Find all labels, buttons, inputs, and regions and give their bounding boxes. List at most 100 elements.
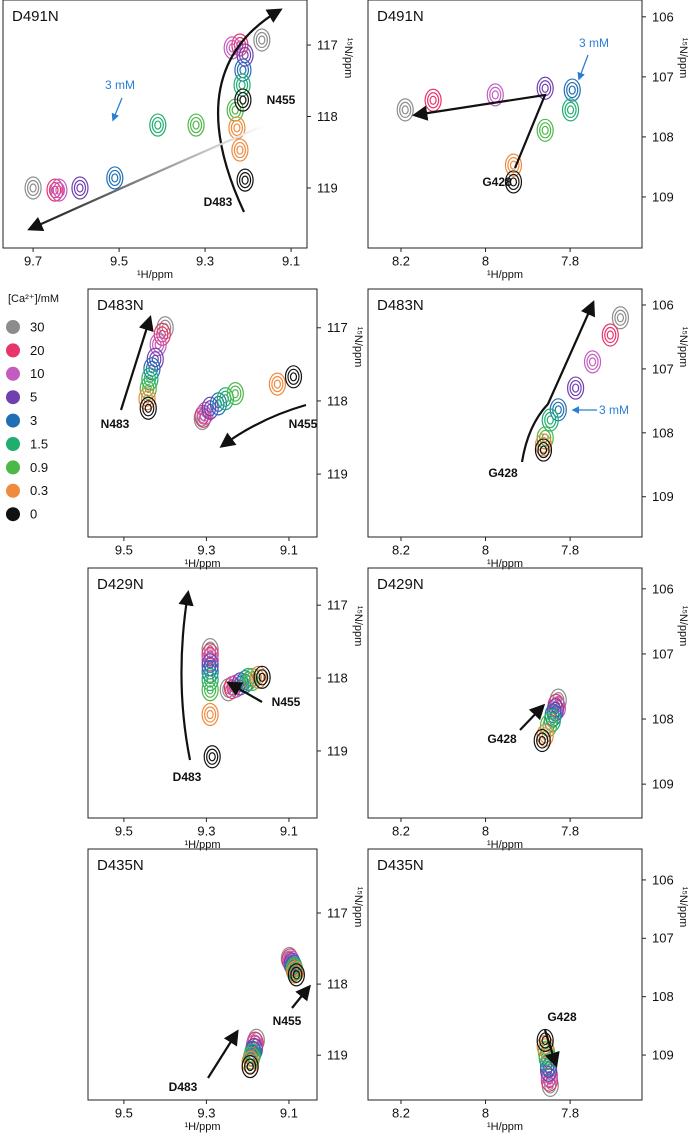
contour-ring (143, 357, 161, 381)
plot-frame (367, 567, 643, 819)
contour-ring (233, 123, 241, 133)
y-tick-label: 119 (317, 180, 338, 195)
contour-ring (204, 646, 217, 663)
legend-label: 3 (30, 413, 37, 428)
peak-contour (228, 116, 246, 140)
contour-ring (51, 185, 59, 195)
contour-ring (536, 118, 554, 142)
contour-ring (564, 101, 577, 118)
contour-ring (206, 685, 214, 695)
y-tick-label: 109 (652, 489, 674, 504)
contour-ring (253, 665, 271, 689)
plot-area (534, 306, 630, 462)
x-axis-label: ¹H/ppm (184, 1121, 220, 1133)
peak-contour (563, 78, 581, 102)
y-tick-label: 118 (327, 977, 348, 992)
y-tick-label: 109 (652, 777, 674, 792)
contour-ring (196, 401, 214, 425)
contour-ring (241, 175, 249, 185)
contour-ring (212, 395, 225, 412)
contour-ring (538, 735, 546, 746)
contour-ring (287, 368, 300, 385)
contour-ring (139, 396, 157, 420)
contour-ring (533, 728, 551, 753)
contour-ring (233, 141, 247, 159)
plot-area (396, 76, 581, 194)
legend-swatch (6, 320, 20, 334)
contour-ring (206, 709, 214, 720)
y-axis-label: ¹⁵N/ppm (342, 38, 354, 79)
x-tick-label: 8.2 (392, 823, 410, 838)
y-tick-label: 106 (652, 872, 674, 887)
residue-label: N455 (289, 417, 318, 431)
contour-ring (567, 376, 585, 400)
contour-ring (228, 116, 246, 140)
peak-contour (253, 665, 271, 689)
plot-area (138, 316, 303, 431)
panel-title: D483N (377, 297, 424, 314)
annotation: 3 mM (105, 78, 135, 92)
x-tick-label: 8.2 (392, 1105, 410, 1120)
panel-title: D435N (377, 857, 424, 874)
contour-ring (142, 380, 155, 397)
contour-ring (401, 105, 409, 115)
x-axis-label: ¹H/ppm (487, 269, 523, 281)
y-tick-label: 106 (652, 581, 674, 596)
peak-contour (139, 376, 157, 401)
contour-ring (243, 667, 261, 692)
peak-contour (583, 350, 602, 374)
contour-ring (149, 113, 167, 137)
legend-label: 0.9 (30, 460, 48, 475)
contour-ring (258, 672, 266, 682)
peak-contour (561, 98, 580, 122)
contour-ring (572, 383, 580, 393)
contour-ring (194, 404, 212, 428)
contour-ring (611, 306, 630, 330)
x-tick-label: 7.8 (561, 542, 579, 557)
y-tick-label: 109 (652, 1047, 674, 1062)
shift-arrow (217, 8, 283, 213)
contour-ring (144, 403, 152, 413)
contour-ring (52, 182, 65, 199)
contour-ring (239, 95, 247, 105)
y-tick-label: 117 (327, 905, 348, 920)
y-tick-label: 108 (652, 129, 674, 144)
contour-ring (252, 669, 265, 686)
y-tick-label: 117 (327, 598, 348, 613)
contour-ring (142, 400, 155, 417)
contour-ring (29, 183, 37, 193)
contour-ring (229, 385, 242, 402)
peak-contour (611, 306, 630, 330)
contour-ring (544, 411, 557, 429)
x-tick-label: 9.3 (197, 823, 215, 838)
x-tick-label: 9.1 (280, 1105, 298, 1120)
contour-ring (586, 353, 599, 370)
peak-contour (567, 376, 585, 400)
contour-ring (504, 170, 523, 194)
peak-contour (203, 745, 221, 769)
annotation: 3 mM (599, 403, 629, 417)
contour-ring (286, 960, 304, 984)
contour-ring (139, 376, 157, 401)
legend-label: 1.5 (30, 436, 48, 451)
contour-ring (149, 332, 167, 357)
y-tick-label: 106 (652, 297, 674, 312)
contour-ring (258, 35, 266, 45)
legend-swatch (6, 343, 20, 358)
shift-arrow (577, 54, 589, 81)
contour-ring (537, 436, 550, 454)
contour-ring (284, 365, 303, 389)
contour-ring (187, 113, 205, 137)
y-tick-label: 108 (652, 425, 674, 440)
peak-contour (50, 178, 68, 202)
contour-ring (292, 970, 300, 980)
contour-ring (236, 43, 254, 67)
panel-title: D483N (97, 297, 144, 314)
residue-label: D483 (173, 770, 202, 784)
y-tick-label: 118 (327, 670, 348, 685)
contour-ring (71, 176, 89, 200)
contour-ring (231, 389, 239, 399)
peak-contour (424, 88, 442, 112)
contour-ring (192, 120, 200, 130)
